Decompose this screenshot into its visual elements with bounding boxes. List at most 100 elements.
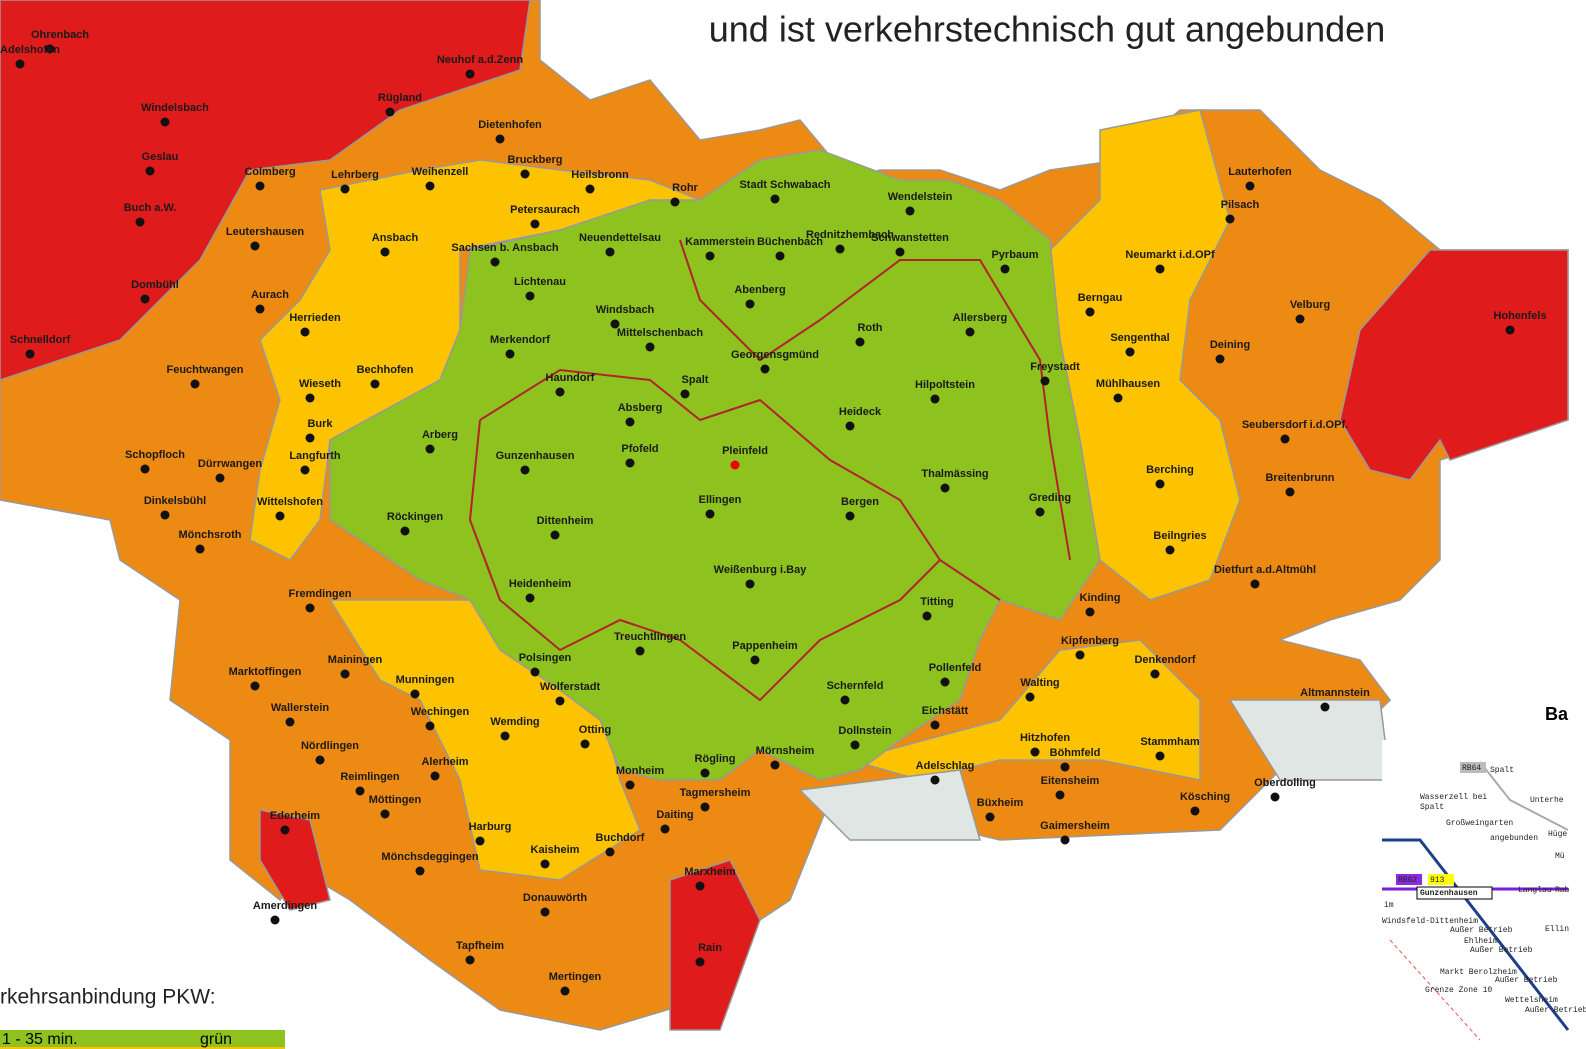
place-label: Deining bbox=[1210, 339, 1250, 351]
place-dot bbox=[1036, 508, 1045, 517]
place-dot bbox=[1216, 355, 1225, 364]
place-label: Schnelldorf bbox=[10, 334, 71, 346]
place-dot bbox=[896, 248, 905, 257]
place-label: Pappenheim bbox=[732, 640, 798, 652]
place-dot bbox=[196, 545, 205, 554]
place-dot bbox=[1166, 546, 1175, 555]
place-label: Sengenthal bbox=[1110, 332, 1169, 344]
place-dot bbox=[966, 328, 975, 337]
place-label: Wieseth bbox=[299, 378, 341, 390]
place-dot bbox=[761, 365, 770, 374]
place-dot bbox=[431, 772, 440, 781]
place-dot bbox=[931, 721, 940, 730]
place-label: Thalmässing bbox=[921, 468, 988, 480]
place-dot bbox=[661, 825, 670, 834]
place-label: Hitzhofen bbox=[1020, 732, 1070, 744]
place-dot bbox=[306, 394, 315, 403]
place-dot bbox=[1061, 836, 1070, 845]
place-label: Petersaurach bbox=[510, 204, 580, 216]
place-dot bbox=[746, 300, 755, 309]
place-dot bbox=[146, 167, 155, 176]
place-label: Oberdolling bbox=[1254, 777, 1316, 789]
place-dot bbox=[1076, 651, 1085, 660]
place-dot bbox=[256, 305, 265, 314]
place-dot bbox=[701, 769, 710, 778]
place-label: Pfofeld bbox=[621, 443, 658, 455]
place-dot bbox=[556, 388, 565, 397]
place-dot bbox=[626, 781, 635, 790]
place-label: Treuchtlingen bbox=[614, 631, 686, 643]
place-label: Abenberg bbox=[734, 284, 785, 296]
place-dot bbox=[541, 860, 550, 869]
rail-label: Mü bbox=[1555, 852, 1565, 861]
place-dot bbox=[301, 466, 310, 475]
place-dot bbox=[136, 218, 145, 227]
place-dot bbox=[356, 787, 365, 796]
place-label: Geslau bbox=[142, 151, 179, 163]
place-label: Dürrwangen bbox=[198, 458, 262, 470]
place-label: Hohenfels bbox=[1493, 310, 1546, 322]
place-label: Marktoffingen bbox=[229, 666, 302, 678]
place-label: Rügland bbox=[378, 92, 422, 104]
place-dot bbox=[521, 466, 530, 475]
place-label: Polsingen bbox=[519, 652, 572, 664]
place-label: Heidenheim bbox=[509, 578, 572, 590]
place-dot bbox=[411, 690, 420, 699]
place-dot bbox=[466, 70, 475, 79]
place-label: Ohrenbach bbox=[31, 29, 89, 41]
place-label: Leutershausen bbox=[226, 226, 305, 238]
place-dot bbox=[1001, 265, 1010, 274]
place-dot bbox=[746, 580, 755, 589]
place-label: Beilngries bbox=[1153, 530, 1206, 542]
place-label: Kipfenberg bbox=[1061, 635, 1119, 647]
place-dot bbox=[1061, 763, 1070, 772]
place-dot bbox=[256, 182, 265, 191]
place-label: Möttingen bbox=[369, 794, 422, 806]
place-dot bbox=[1226, 215, 1235, 224]
place-dot bbox=[696, 882, 705, 891]
place-dot bbox=[671, 198, 680, 207]
place-label: Lauterhofen bbox=[1228, 166, 1292, 178]
slide-title: und ist verkehrstechnisch gut angebunden bbox=[709, 9, 1385, 50]
place-label: Arberg bbox=[422, 429, 458, 441]
place-label: Daiting bbox=[656, 809, 693, 821]
rail-label: im bbox=[1384, 901, 1394, 910]
place-label: Rohr bbox=[672, 182, 698, 194]
place-label: Tagmersheim bbox=[680, 787, 751, 799]
place-label: Stadt Schwabach bbox=[739, 179, 830, 191]
place-label: Adelshofen bbox=[0, 44, 60, 56]
place-label: Alerheim bbox=[421, 756, 468, 768]
rail-label: Ellin bbox=[1545, 925, 1569, 934]
place-label: Dietfurt a.d.Altmühl bbox=[1214, 564, 1316, 576]
place-dot bbox=[286, 718, 295, 727]
place-label: Wittelshofen bbox=[257, 496, 323, 508]
place-label: Buch a.W. bbox=[124, 202, 177, 214]
place-dot bbox=[561, 987, 570, 996]
place-dot bbox=[1321, 703, 1330, 712]
place-label: Roth bbox=[857, 322, 882, 334]
place-dot bbox=[216, 474, 225, 483]
place-dot bbox=[1086, 608, 1095, 617]
place-dot bbox=[251, 682, 260, 691]
place-dot bbox=[1056, 791, 1065, 800]
place-label: Gaimersheim bbox=[1040, 820, 1110, 832]
place-dot bbox=[541, 908, 550, 917]
place-dot bbox=[1286, 488, 1295, 497]
rail-label: Ehlheim bbox=[1464, 937, 1498, 946]
place-dot bbox=[381, 810, 390, 819]
rail-label: Außer Betrieb bbox=[1495, 976, 1558, 985]
place-dot bbox=[426, 182, 435, 191]
place-dot bbox=[646, 343, 655, 352]
place-label: Neumarkt i.d.OPf bbox=[1125, 249, 1215, 261]
rail-label: Spalt bbox=[1490, 766, 1514, 775]
place-label: Berching bbox=[1146, 464, 1194, 476]
place-label: Rain bbox=[698, 942, 722, 954]
place-dot bbox=[551, 531, 560, 540]
place-dot bbox=[931, 395, 940, 404]
rail-label: Außer Betrieb bbox=[1450, 926, 1513, 935]
rail-label: Wettelsheim bbox=[1505, 996, 1558, 1005]
place-dot bbox=[1031, 748, 1040, 757]
place-dot bbox=[386, 108, 395, 117]
place-label: Nördlingen bbox=[301, 740, 359, 752]
place-dot bbox=[531, 220, 540, 229]
